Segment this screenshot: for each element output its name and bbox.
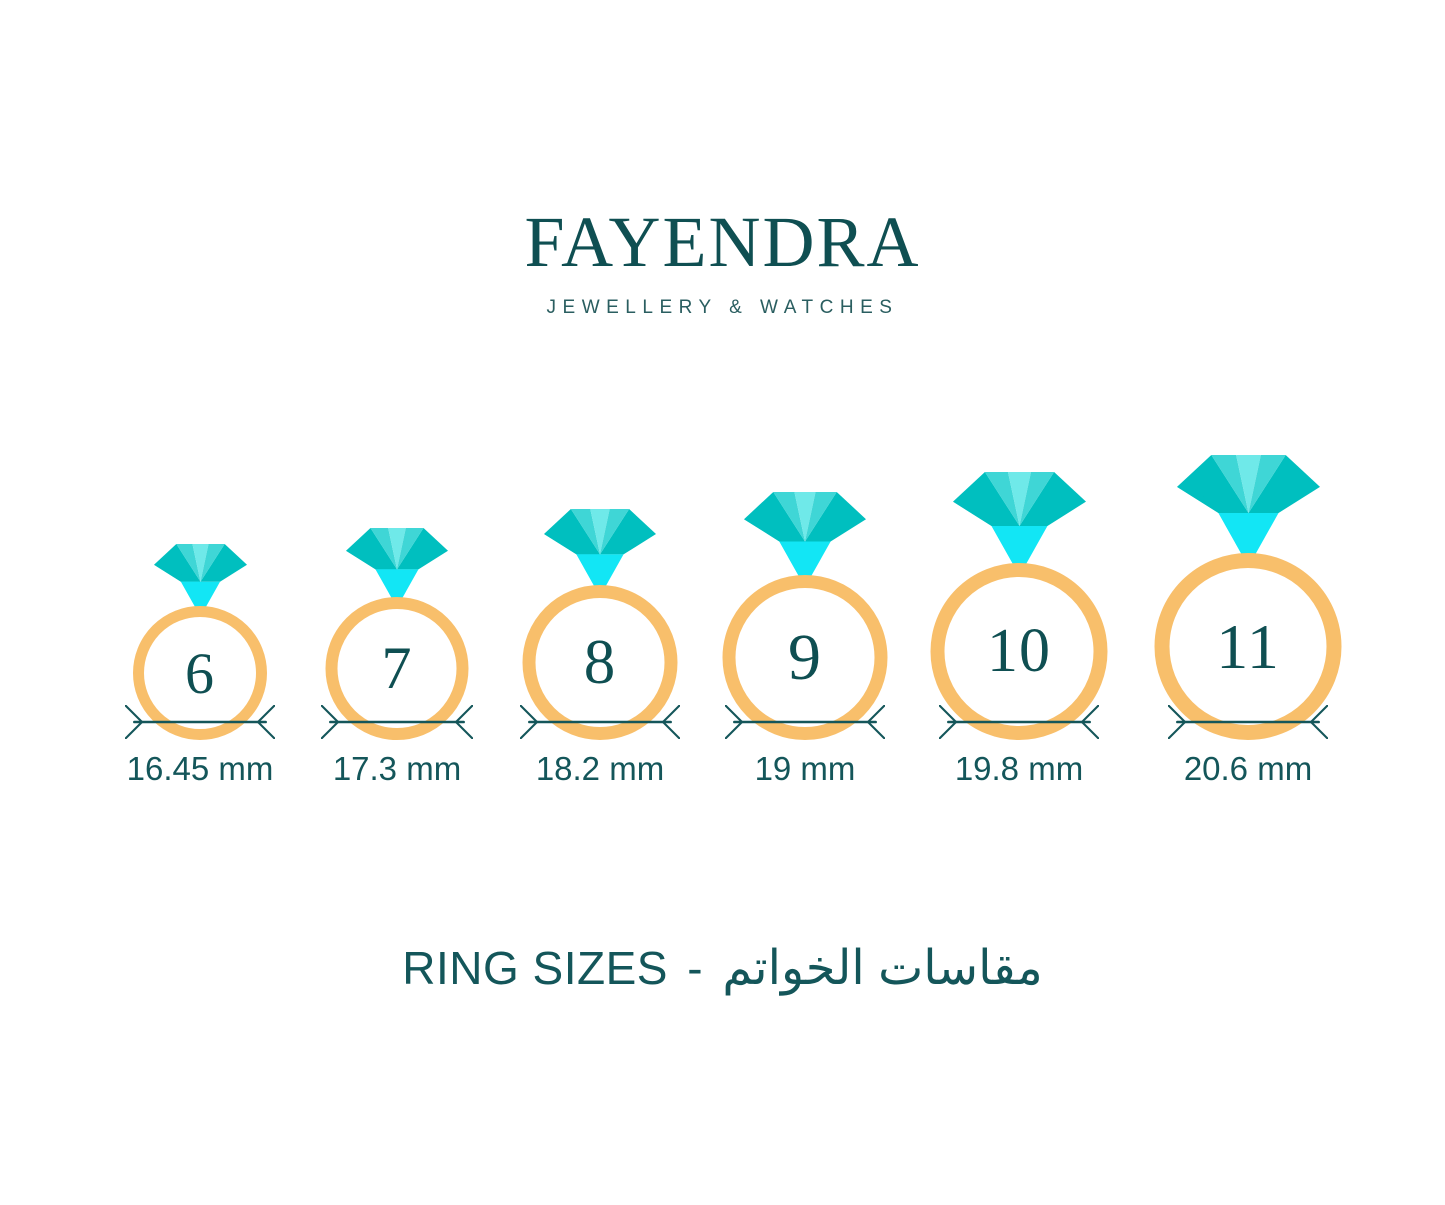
measurement-item-size-11: 20.6 mm xyxy=(1148,705,1348,787)
ring-item-size-8[interactable]: 8 xyxy=(500,440,700,850)
brand-name: FAYENDRA xyxy=(524,202,921,282)
measurement-item-size-8: 18.2 mm xyxy=(500,705,700,787)
ring-diameter-label: 20.6 mm xyxy=(1183,750,1313,787)
dimension-arrow-line xyxy=(321,705,473,739)
ring-size-number: 8 xyxy=(583,627,617,697)
diamond-gem-icon xyxy=(544,509,656,597)
ring-diameter-label: 17.3 mm xyxy=(332,750,462,787)
diamond-gem-icon xyxy=(744,491,866,588)
brand-tagline: JEWELLERY & WATCHES xyxy=(546,297,899,318)
dimension-arrow-line xyxy=(725,705,885,739)
measurement-item-size-9: 19 mm xyxy=(705,705,905,787)
ring-item-size-11[interactable]: 11 xyxy=(1148,440,1348,850)
ring-item-size-10[interactable]: 10 xyxy=(919,440,1119,850)
ring-diameter-label: 19.8 mm xyxy=(954,750,1084,787)
ring-size-number: 11 xyxy=(1216,610,1280,682)
ring-size-number: 10 xyxy=(987,617,1051,685)
ring-item-size-9[interactable]: 9 xyxy=(705,440,905,850)
chart-title-en: RING SIZES xyxy=(402,942,668,994)
brand-logo: FAYENDRA JEWELLERY & WATCHES xyxy=(0,206,1445,317)
ring-item-size-7[interactable]: 7 xyxy=(297,440,497,850)
ring-illustration-row: 6 7 xyxy=(0,440,1445,850)
measurement-item-size-7: 17.3 mm xyxy=(297,705,497,787)
diamond-gem-icon xyxy=(1176,454,1320,567)
dimension-arrow-line xyxy=(939,705,1099,739)
measurement-row: 16.45 mm 17.3 mm 18.2 mm 19 mm 19.8 mm xyxy=(0,705,1445,825)
chart-title-ar: مقاسات الخواتم xyxy=(722,942,1043,995)
measurement-item-size-6: 16.45 mm xyxy=(100,705,300,787)
measurement-item-size-10: 19.8 mm xyxy=(919,705,1119,787)
dimension-arrow-line xyxy=(125,705,275,739)
ring-diameter-label: 16.45 mm xyxy=(126,750,274,787)
ring-size-number: 6 xyxy=(185,640,215,706)
dimension-arrow-line xyxy=(1168,705,1328,739)
ring-diameter-label: 19 mm xyxy=(754,750,856,787)
ring-item-size-6[interactable]: 6 xyxy=(100,440,300,850)
chart-title: RING SIZES - مقاسات الخواتم xyxy=(0,940,1445,998)
ring-diameter-label: 18.2 mm xyxy=(535,750,665,787)
ring-size-number: 9 xyxy=(788,620,822,694)
diamond-gem-icon xyxy=(346,528,448,608)
ring-size-number: 7 xyxy=(381,635,413,701)
ring-band-size-6: 6 xyxy=(133,606,267,740)
diamond-gem-icon xyxy=(952,472,1086,577)
chart-title-separator: - xyxy=(687,942,704,994)
dimension-arrow-line xyxy=(520,705,680,739)
